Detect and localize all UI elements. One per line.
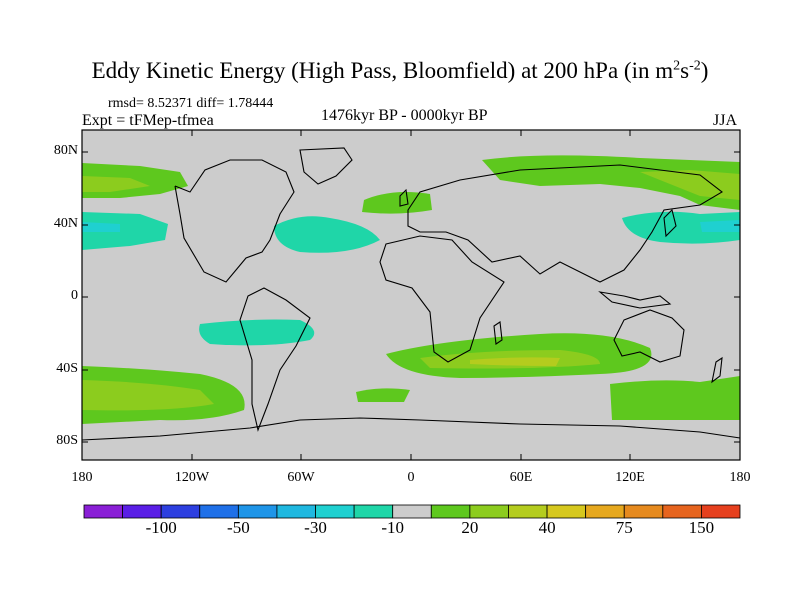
experiment-label: Expt = tFMep-tfmea: [82, 112, 214, 129]
colorbar-label: -100: [145, 518, 177, 537]
colorbar-swatch: [469, 504, 509, 519]
anomaly-w-pacific: [622, 211, 740, 244]
colorbar-swatch: [315, 504, 355, 519]
antarctica-coast: [81, 417, 741, 441]
lat-label-40s: 40S: [56, 361, 78, 376]
japan-coast: [663, 208, 677, 238]
lat-label-0: 0: [71, 288, 78, 303]
anomaly-eurasia-core: [640, 170, 740, 200]
lat-label-80s: 80S: [56, 433, 78, 448]
lon-label-120w: 120W: [174, 470, 210, 485]
north-america-coast: [174, 159, 295, 283]
colorbar-label: 40: [538, 518, 556, 537]
anomaly-australia-south: [610, 376, 740, 420]
madagascar-coast: [493, 321, 503, 345]
colorbar-label: 20: [461, 518, 479, 537]
anomaly-pacific-core: [82, 176, 150, 192]
colorbar-swatch: [585, 504, 625, 519]
lon-label-180w: 180: [71, 470, 93, 485]
australia-coast: [613, 309, 685, 363]
stats-text: rmsd= 8.52371 diff= 1.78444: [108, 96, 274, 111]
plot-title: Eddy Kinetic Energy (High Pass, Bloomfie…: [91, 58, 709, 83]
season-label: JJA: [713, 112, 738, 129]
greenland-coast: [299, 147, 353, 185]
colorbar-swatch: [392, 504, 432, 519]
new-zealand-coast: [711, 356, 723, 384]
colorbar-swatch: [237, 504, 278, 519]
anomaly-n-pacific-east-core: [82, 222, 120, 232]
colorbar-swatch: [276, 504, 316, 519]
colorbar-label: -50: [227, 518, 250, 537]
colorbar-swatch: [701, 504, 741, 519]
period-label: 1476kyr BP - 0000kyr BP: [321, 107, 488, 124]
anomaly-n-pacific-east: [82, 212, 168, 250]
anomaly-n-atlantic-north: [362, 192, 432, 214]
colorbar-label: -30: [304, 518, 327, 537]
colorbar-swatch: [199, 504, 239, 519]
colorbar-label: -10: [381, 518, 405, 537]
anomaly-south-ocean-west-core: [82, 380, 214, 411]
colorbar-swatch: [508, 504, 548, 519]
lat-label-80n: 80N: [53, 143, 78, 158]
anomaly-atlantic-south: [356, 388, 410, 402]
coastlines: [81, 147, 741, 441]
anomaly-n-atlantic-west: [274, 216, 380, 253]
uk-coast: [399, 188, 409, 207]
colorbar-swatch: [662, 504, 702, 519]
colorbar-swatch: [160, 504, 201, 519]
colorbar-swatch: [546, 504, 587, 519]
colorbar-swatch: [122, 504, 162, 519]
anomaly-south-indian-max: [470, 357, 560, 366]
colorbar-label: 75: [615, 518, 633, 537]
lon-label-60w: 60W: [287, 470, 315, 485]
colorbar-swatch: [83, 504, 123, 519]
lon-label-180e: 180: [729, 470, 751, 485]
europe-asia-coast: [407, 164, 723, 283]
lat-label-40n: 40N: [53, 216, 78, 231]
colorbar-swatch: [430, 504, 471, 519]
lon-label-60e: 60E: [509, 470, 533, 485]
lon-label-0: 0: [407, 470, 415, 485]
colorbar-swatch: [623, 504, 664, 519]
axis-ticks: [82, 130, 740, 460]
colorbar: [83, 504, 741, 519]
africa-coast: [379, 235, 505, 363]
colorbar-label: 150: [688, 518, 715, 537]
anomaly-w-pacific-core: [700, 220, 740, 232]
colorbar-swatch: [353, 504, 394, 519]
anomaly-s-pacific: [199, 319, 315, 346]
south-america-coast: [239, 287, 311, 432]
lon-label-120e: 120E: [615, 470, 645, 485]
indonesia-coast: [598, 291, 672, 309]
field-shading: [82, 155, 740, 424]
